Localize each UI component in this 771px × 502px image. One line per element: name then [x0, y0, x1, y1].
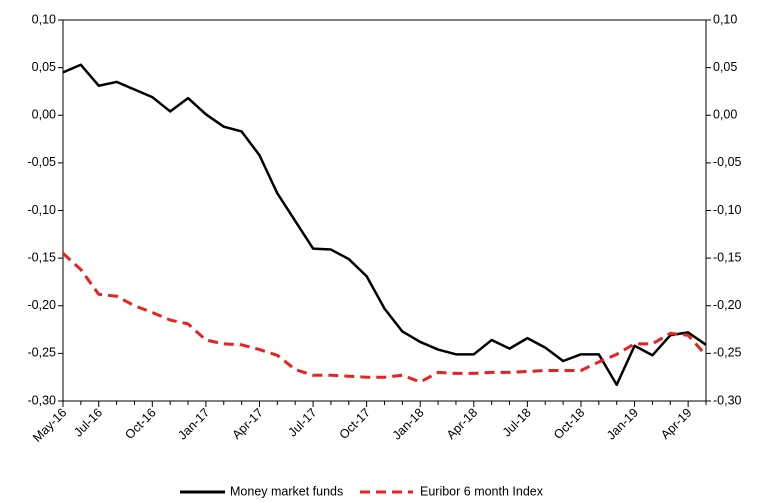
y2-tick-label: -0,25	[713, 346, 742, 360]
y2-tick-label: -0,10	[713, 203, 742, 217]
y2-tick-label: -0,20	[713, 298, 742, 312]
x-tick-label: Apr-19	[658, 406, 694, 442]
series-line	[62, 63, 707, 387]
y-tick-label: -0,15	[28, 250, 57, 264]
plot-frame	[62, 19, 707, 402]
y2-tick-label: 0,05	[713, 60, 737, 74]
y2-tick-label: -0,05	[713, 155, 742, 169]
x-tick-label: Jan-19	[604, 406, 641, 443]
x-tick-label: Jul-17	[286, 406, 320, 440]
y-tick-label: -0,20	[28, 298, 57, 312]
x-tick-label: Apr-17	[229, 406, 265, 442]
x-tick-label: Oct-17	[337, 406, 373, 442]
y2-tick-label: 0,10	[713, 12, 737, 26]
y-tick-label: -0,05	[28, 155, 57, 169]
y-tick-label: 0,05	[32, 60, 56, 74]
x-tick-label: Jul-16	[71, 406, 105, 440]
y2-tick-label: -0,15	[713, 250, 742, 264]
x-tick-label: Oct-18	[551, 406, 587, 442]
legend-label: Money market funds	[230, 484, 343, 498]
x-tick-label: Jul-18	[500, 406, 534, 440]
y-tick-label: -0,10	[28, 203, 57, 217]
series-line	[61, 252, 708, 384]
x-tick-label: May-16	[30, 406, 69, 445]
y2-tick-label: 0,00	[713, 108, 737, 122]
x-tick-label: Oct-16	[122, 406, 158, 442]
y-tick-label: 0,00	[32, 108, 56, 122]
y-tick-label: -0,30	[28, 393, 57, 407]
y-tick-label: 0,10	[32, 12, 56, 26]
legend-label: Euribor 6 month Index	[420, 484, 544, 498]
x-tick-label: Jan-17	[175, 406, 212, 443]
x-tick-label: Jan-18	[390, 406, 427, 443]
y-tick-label: -0,25	[28, 346, 57, 360]
y2-tick-label: -0,30	[713, 393, 742, 407]
x-tick-label: Apr-18	[444, 406, 480, 442]
